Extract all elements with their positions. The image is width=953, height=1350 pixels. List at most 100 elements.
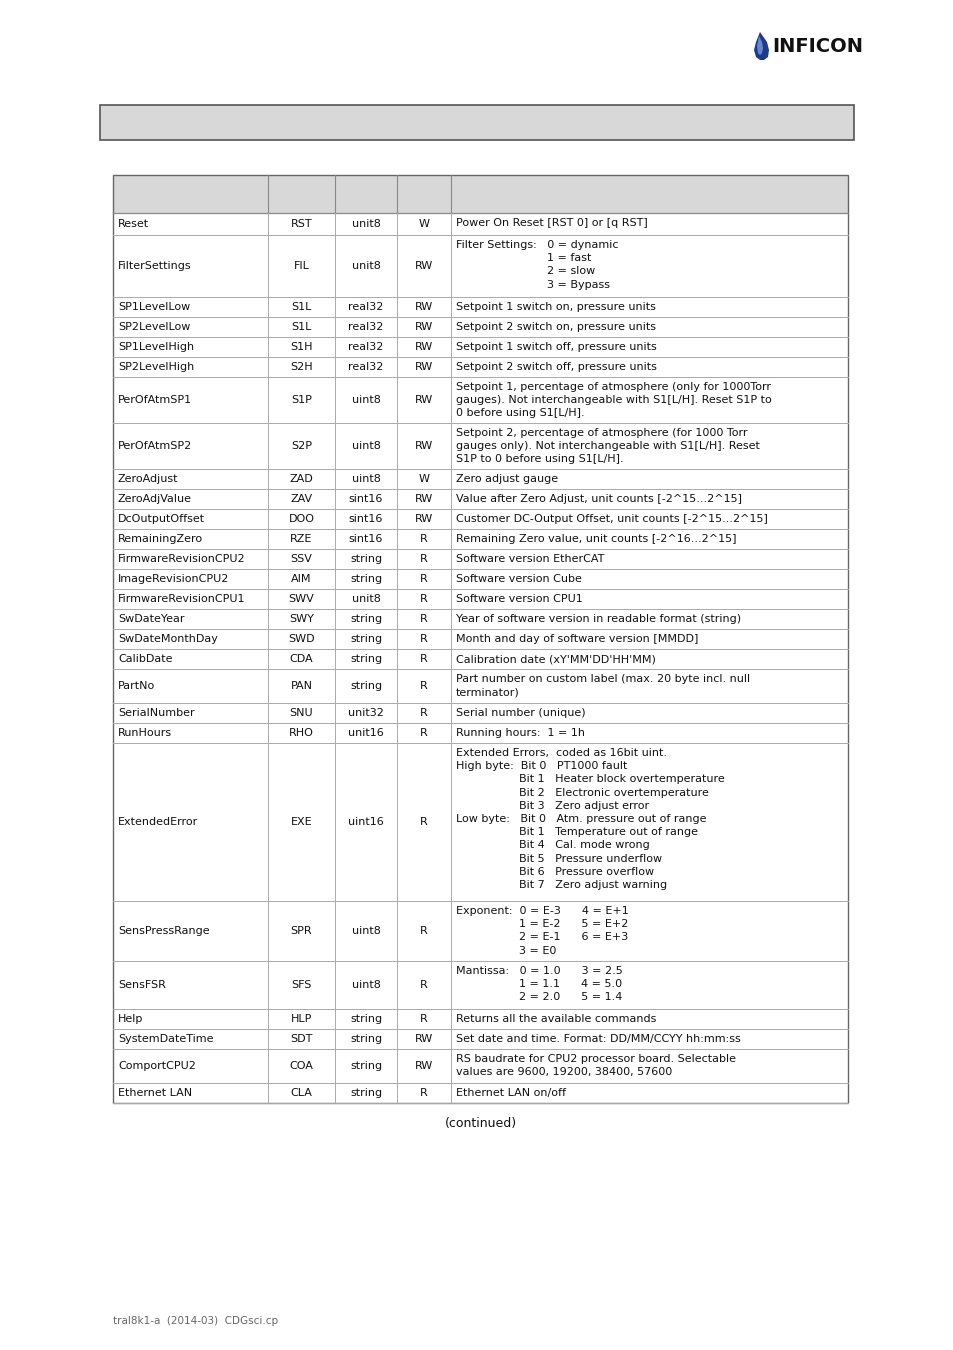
Text: real32: real32 [348, 302, 383, 312]
Text: 1 = E-2      5 = E+2: 1 = E-2 5 = E+2 [456, 919, 628, 929]
Text: RW: RW [415, 1061, 433, 1071]
Text: AIM: AIM [291, 574, 312, 585]
Text: string: string [350, 1014, 381, 1025]
Text: RW: RW [415, 323, 433, 332]
Text: sint16: sint16 [349, 535, 383, 544]
Text: SP1LevelLow: SP1LevelLow [118, 302, 190, 312]
Text: tral8k1-a  (2014-03)  CDGsci.cp: tral8k1-a (2014-03) CDGsci.cp [112, 1316, 278, 1326]
Text: CalibDate: CalibDate [118, 653, 172, 664]
Text: Set date and time. Format: DD/MM/CCYY hh:mm:ss: Set date and time. Format: DD/MM/CCYY hh… [456, 1034, 740, 1044]
Text: ImageRevisionCPU2: ImageRevisionCPU2 [118, 574, 229, 585]
Text: 2 = E-1      6 = E+3: 2 = E-1 6 = E+3 [456, 933, 628, 942]
Text: SwDateMonthDay: SwDateMonthDay [118, 634, 217, 644]
Text: uint8: uint8 [352, 441, 380, 451]
Text: R: R [419, 653, 428, 664]
Text: 3 = Bypass: 3 = Bypass [456, 279, 609, 290]
Text: Setpoint 1 switch on, pressure units: Setpoint 1 switch on, pressure units [456, 302, 656, 312]
Text: RunHours: RunHours [118, 728, 172, 738]
Text: INFICON: INFICON [771, 36, 862, 55]
Text: Serial number (unique): Serial number (unique) [456, 707, 585, 718]
Text: Extended Errors,  coded as 16bit uint.: Extended Errors, coded as 16bit uint. [456, 748, 666, 757]
Text: Software version CPU1: Software version CPU1 [456, 594, 582, 603]
Text: Low byte:   Bit 0   Atm. pressure out of range: Low byte: Bit 0 Atm. pressure out of ran… [456, 814, 706, 824]
Text: Bit 2   Electronic overtemperature: Bit 2 Electronic overtemperature [456, 787, 708, 798]
Text: Filter Settings:   0 = dynamic: Filter Settings: 0 = dynamic [456, 240, 618, 250]
Text: uint8: uint8 [352, 474, 380, 485]
Bar [112, 176, 847, 1103]
Polygon shape [753, 32, 768, 59]
Text: SWY: SWY [289, 614, 314, 624]
Text: Setpoint 1, percentage of atmosphere (only for 1000Torr: Setpoint 1, percentage of atmosphere (on… [456, 382, 770, 391]
Text: Bit 4   Cal. mode wrong: Bit 4 Cal. mode wrong [456, 841, 649, 850]
Text: Software version Cube: Software version Cube [456, 574, 581, 585]
Text: R: R [419, 680, 428, 691]
Text: Software version EtherCAT: Software version EtherCAT [456, 554, 604, 564]
Text: S1P to 0 before using S1[L/H].: S1P to 0 before using S1[L/H]. [456, 455, 623, 464]
Text: R: R [419, 817, 428, 828]
Text: S2H: S2H [290, 362, 313, 373]
Text: Setpoint 1 switch off, pressure units: Setpoint 1 switch off, pressure units [456, 342, 656, 352]
Text: COA: COA [290, 1061, 314, 1071]
Text: unit32: unit32 [348, 707, 383, 718]
Text: sint16: sint16 [349, 514, 383, 524]
Text: 1 = 1.1      4 = 5.0: 1 = 1.1 4 = 5.0 [456, 979, 621, 990]
Text: SWV: SWV [289, 594, 314, 603]
Text: Month and day of software version [MMDD]: Month and day of software version [MMDD] [456, 634, 698, 644]
Text: Bit 5   Pressure underflow: Bit 5 Pressure underflow [456, 853, 661, 864]
Text: uint16: uint16 [348, 817, 383, 828]
Text: Part number on custom label (max. 20 byte incl. null: Part number on custom label (max. 20 byt… [456, 674, 749, 684]
Text: HLP: HLP [291, 1014, 312, 1025]
Text: SFS: SFS [291, 980, 312, 990]
Text: sint16: sint16 [349, 494, 383, 504]
Text: Ethernet LAN: Ethernet LAN [118, 1088, 192, 1098]
Text: SWD: SWD [288, 634, 314, 644]
Text: real32: real32 [348, 362, 383, 373]
Text: ComportCPU2: ComportCPU2 [118, 1061, 195, 1071]
Text: R: R [419, 728, 428, 738]
Text: W: W [418, 219, 429, 230]
Text: 2 = slow: 2 = slow [456, 266, 595, 277]
Text: Ethernet LAN on/off: Ethernet LAN on/off [456, 1088, 565, 1098]
Text: SP1LevelHigh: SP1LevelHigh [118, 342, 193, 352]
Text: ZAV: ZAV [290, 494, 313, 504]
Text: terminator): terminator) [456, 687, 519, 697]
Text: ExtendedError: ExtendedError [118, 817, 198, 828]
Text: RemainingZero: RemainingZero [118, 535, 203, 544]
Text: 2 = 2.0      5 = 1.4: 2 = 2.0 5 = 1.4 [456, 992, 621, 1003]
Text: PerOfAtmSP1: PerOfAtmSP1 [118, 396, 192, 405]
Text: 1 = fast: 1 = fast [456, 254, 591, 263]
Text: Data
type: Data type [351, 180, 380, 209]
Text: real32: real32 [348, 323, 383, 332]
Text: RHO: RHO [289, 728, 314, 738]
Text: string: string [350, 614, 381, 624]
Text: DcOutputOffset: DcOutputOffset [118, 514, 205, 524]
Text: uint8: uint8 [352, 396, 380, 405]
Text: 0 before using S1[L/H].: 0 before using S1[L/H]. [456, 409, 584, 418]
Text: Calibration date (xY'MM'DD'HH'MM): Calibration date (xY'MM'DD'HH'MM) [456, 653, 656, 664]
Text: values are 9600, 19200, 38400, 57600: values are 9600, 19200, 38400, 57600 [456, 1068, 672, 1077]
Text: ZAD: ZAD [290, 474, 313, 485]
Text: RW: RW [415, 302, 433, 312]
Text: Running hours:  1 = 1h: Running hours: 1 = 1h [456, 728, 584, 738]
Text: PartNo: PartNo [118, 680, 155, 691]
Text: unit8: unit8 [352, 594, 380, 603]
Bar [100, 105, 853, 140]
Text: EXE: EXE [291, 817, 312, 828]
Text: unit8: unit8 [352, 261, 380, 271]
Text: Parameter name: Parameter name [138, 188, 243, 201]
Text: uint8: uint8 [352, 980, 380, 990]
Text: Bit 1   Heater block overtemperature: Bit 1 Heater block overtemperature [456, 775, 724, 784]
Text: R: R [419, 1014, 428, 1025]
Text: Reset: Reset [118, 219, 149, 230]
Text: RS baudrate for CPU2 processor board. Selectable: RS baudrate for CPU2 processor board. Se… [456, 1054, 735, 1064]
Text: SPR: SPR [291, 926, 312, 936]
Text: (continued): (continued) [444, 1116, 516, 1130]
Text: Remaining Zero value, unit counts [-2^16...2^15]: Remaining Zero value, unit counts [-2^16… [456, 535, 736, 544]
Polygon shape [757, 36, 762, 55]
Text: ASCII
command: ASCII command [270, 180, 333, 209]
Text: PerOfAtmSP2: PerOfAtmSP2 [118, 441, 193, 451]
Text: FilterSettings: FilterSettings [118, 261, 192, 271]
Text: Power On Reset [RST 0] or [q RST]: Power On Reset [RST 0] or [q RST] [456, 217, 647, 228]
Text: RZE: RZE [290, 535, 313, 544]
Text: gauges). Not interchangeable with S1[L/H]. Reset S1P to: gauges). Not interchangeable with S1[L/H… [456, 396, 771, 405]
